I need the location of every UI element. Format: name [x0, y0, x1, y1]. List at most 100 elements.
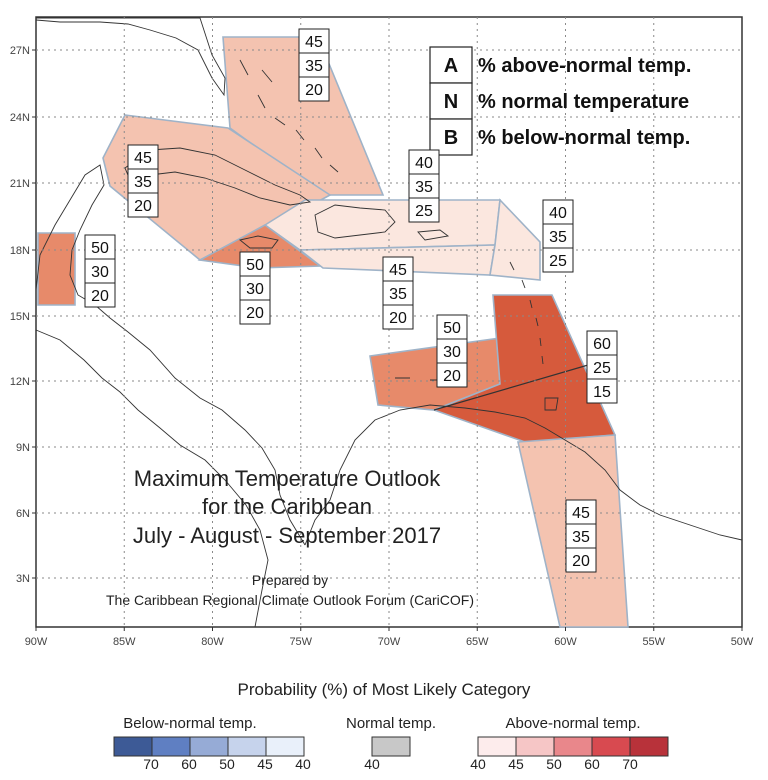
lon-label: 90W — [25, 636, 48, 648]
scale-below-label: Below-normal temp. — [123, 715, 256, 732]
prob-below: 20 — [246, 305, 264, 322]
hispaniola-coast — [314, 204, 396, 239]
key-text-b: % below-normal temp. — [478, 127, 690, 149]
prob-box-bahamas: 45 35 20 — [298, 28, 330, 102]
scale-below-tick: 70 — [143, 756, 159, 772]
prob-normal: 35 — [549, 229, 567, 246]
scale-above-label: Above-normal temp. — [505, 715, 640, 732]
scale-normal: Normal temp. 40 — [346, 715, 436, 772]
scale-normal-tick: 40 — [364, 756, 380, 772]
lat-label: 3N — [16, 573, 30, 585]
prob-box-puerto-rico: 45 35 20 — [382, 256, 414, 330]
lon-axis: 90W 85W 80W 75W 70W 65W 60W 55W 50W — [25, 627, 754, 648]
trinidad-coast — [544, 397, 559, 411]
scale-below-swatch — [265, 736, 305, 757]
prob-below: 20 — [389, 310, 407, 327]
lat-label: 27N — [10, 45, 30, 57]
scale-below-tick: 60 — [181, 756, 197, 772]
scale-above-swatch — [515, 736, 555, 757]
key-letter-n: N — [444, 91, 458, 113]
prob-box-jamaica: 50 30 20 — [239, 251, 271, 325]
title-line-1: Maximum Temperature Outlook — [134, 466, 441, 491]
prob-above: 60 — [593, 336, 611, 353]
zone-virgin-islands — [489, 198, 541, 281]
cuba-coast — [124, 147, 312, 206]
lon-label: 85W — [113, 636, 136, 648]
key-row-above: A % above-normal temp. — [429, 46, 691, 84]
scale-below-tick: 40 — [295, 756, 311, 772]
jamaica-coast — [238, 235, 279, 249]
prob-below: 20 — [443, 368, 461, 385]
prob-normal: 30 — [246, 281, 264, 298]
prob-box-guianas: 45 35 20 — [565, 499, 597, 573]
scale-above-tick: 40 — [470, 756, 486, 772]
scale-normal-label: Normal temp. — [346, 715, 436, 732]
prob-below: 25 — [549, 253, 567, 270]
key-text-a: % above-normal temp. — [478, 55, 691, 77]
scale-below: Below-normal temp. 70 60 50 45 40 — [113, 715, 311, 772]
lat-label: 21N — [10, 178, 30, 190]
scale-below-tick: 50 — [219, 756, 235, 772]
scale-below-swatch — [189, 736, 229, 757]
lat-label: 9N — [16, 442, 30, 454]
prob-above: 45 — [305, 34, 323, 51]
scale-below-swatch — [151, 736, 191, 757]
lat-axis: 27N 24N 21N 18N 15N 12N 9N 6N 3N — [10, 45, 36, 585]
lat-label: 6N — [16, 508, 30, 520]
lon-label: 80W — [201, 636, 224, 648]
lat-label: 15N — [10, 311, 30, 323]
scale-above-tick: 60 — [584, 756, 600, 772]
lon-label: 60W — [554, 636, 577, 648]
lesser-antilles-islands — [395, 261, 544, 381]
prob-normal: 30 — [443, 344, 461, 361]
lat-label: 24N — [10, 112, 30, 124]
map-title: Maximum Temperature Outlook for the Cari… — [133, 466, 441, 548]
title-line-2: for the Caribbean — [202, 494, 372, 519]
lon-label: 50W — [731, 636, 754, 648]
prob-normal: 35 — [305, 58, 323, 75]
prob-above: 45 — [134, 150, 152, 167]
prob-above: 50 — [443, 320, 461, 337]
central-america-coast — [35, 329, 269, 628]
prob-above: 50 — [246, 257, 264, 274]
prob-box-virgin-islands: 40 35 25 — [542, 199, 574, 273]
prob-below: 20 — [91, 288, 109, 305]
zone-belize — [37, 232, 76, 306]
key-letter-a: A — [444, 55, 458, 77]
map-credit: Prepared by The Caribbean Regional Clima… — [106, 572, 474, 608]
prob-normal: 30 — [91, 264, 109, 281]
prob-normal: 35 — [134, 174, 152, 191]
key-box-b — [429, 118, 473, 156]
prob-box-cuba: 45 35 20 — [127, 144, 159, 218]
zone-divider — [433, 357, 613, 411]
south-america-north-coast — [304, 404, 743, 546]
prob-below: 20 — [572, 553, 590, 570]
scale-above: Above-normal temp. 40 45 50 60 70 — [470, 715, 669, 772]
probability-boxes: 45 35 20 45 35 20 40 35 25 50 30 20 50 3… — [84, 28, 618, 573]
prob-below: 20 — [305, 82, 323, 99]
scale-above-tick: 50 — [546, 756, 562, 772]
prob-below: 20 — [134, 198, 152, 215]
prob-above: 45 — [572, 505, 590, 522]
title-line-3: July - August - September 2017 — [133, 523, 441, 548]
prob-above: 40 — [415, 155, 433, 172]
scale-above-swatch — [477, 736, 517, 757]
key-row-below: B % below-normal temp. — [429, 118, 690, 156]
prob-above: 50 — [91, 240, 109, 257]
key-text-n: % normal temperature — [478, 91, 689, 113]
bahamas-islands — [239, 59, 339, 173]
lat-label: 12N — [10, 376, 30, 388]
key-row-normal: N % normal temperature — [429, 82, 689, 120]
key-box-n — [429, 82, 473, 120]
prob-above: 45 — [389, 262, 407, 279]
lon-label: 70W — [378, 636, 401, 648]
prob-box-abc: 50 30 20 — [436, 314, 468, 388]
zone-hispaniola — [263, 199, 501, 251]
lon-label: 65W — [466, 636, 489, 648]
prob-normal: 35 — [415, 179, 433, 196]
prob-below: 15 — [593, 384, 611, 401]
scale-normal-swatch — [371, 736, 411, 757]
prob-box-belize: 50 30 20 — [84, 234, 116, 308]
prob-below: 25 — [415, 203, 433, 220]
